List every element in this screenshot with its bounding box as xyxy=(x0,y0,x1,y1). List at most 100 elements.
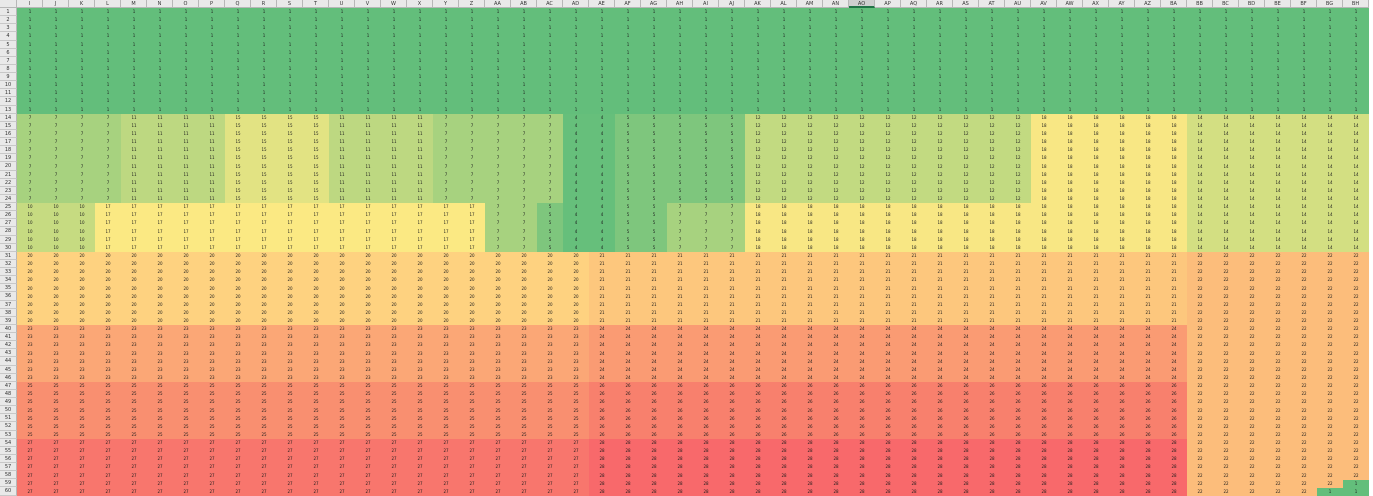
cell-ab45[interactable]: 23 xyxy=(511,365,537,374)
cell-ae9[interactable]: 1 xyxy=(589,73,615,82)
cell-av46[interactable]: 24 xyxy=(1031,374,1057,383)
cell-al52[interactable]: 26 xyxy=(771,422,797,431)
cell-bc42[interactable]: 22 xyxy=(1213,341,1239,350)
column-header-aa[interactable]: AA xyxy=(485,0,511,8)
cell-aq46[interactable]: 24 xyxy=(901,374,927,383)
cell-y28[interactable]: 17 xyxy=(433,227,459,236)
cell-ax17[interactable]: 18 xyxy=(1083,138,1109,147)
cell-ak43[interactable]: 24 xyxy=(745,349,771,358)
cell-o9[interactable]: 1 xyxy=(173,73,199,82)
cell-ah47[interactable]: 26 xyxy=(667,382,693,391)
cell-x35[interactable]: 20 xyxy=(407,284,433,293)
cell-ap2[interactable]: 1 xyxy=(875,16,901,25)
cell-bb33[interactable]: 22 xyxy=(1187,268,1213,277)
cell-x54[interactable]: 27 xyxy=(407,439,433,448)
cell-ai21[interactable]: 5 xyxy=(693,170,719,179)
cell-ac55[interactable]: 27 xyxy=(537,447,563,456)
cell-bb35[interactable]: 22 xyxy=(1187,284,1213,293)
cell-i35[interactable]: 20 xyxy=(17,284,43,293)
cell-r48[interactable]: 25 xyxy=(251,390,277,399)
cell-bg7[interactable]: 1 xyxy=(1317,56,1343,65)
cell-i52[interactable]: 25 xyxy=(17,422,43,431)
cell-ag15[interactable]: 5 xyxy=(641,121,667,130)
row-header-39[interactable]: 39 xyxy=(0,316,17,325)
cell-t16[interactable]: 15 xyxy=(303,130,329,139)
cell-an40[interactable]: 24 xyxy=(823,325,849,334)
cell-i33[interactable]: 20 xyxy=(17,268,43,277)
cell-ak45[interactable]: 24 xyxy=(745,365,771,374)
cell-an19[interactable]: 12 xyxy=(823,154,849,163)
cell-av3[interactable]: 1 xyxy=(1031,24,1057,33)
cell-z58[interactable]: 27 xyxy=(459,471,485,480)
cell-af12[interactable]: 1 xyxy=(615,97,641,106)
cell-af18[interactable]: 5 xyxy=(615,146,641,155)
column-header-be[interactable]: BE xyxy=(1265,0,1291,8)
cell-bd21[interactable]: 14 xyxy=(1239,170,1265,179)
cell-o16[interactable]: 11 xyxy=(173,130,199,139)
cell-x50[interactable]: 25 xyxy=(407,406,433,415)
cell-j23[interactable]: 7 xyxy=(43,186,69,196)
cell-ad26[interactable]: 4 xyxy=(563,211,589,220)
cell-ar29[interactable]: 18 xyxy=(927,235,953,244)
cell-am29[interactable]: 18 xyxy=(797,235,823,244)
cell-aq54[interactable]: 28 xyxy=(901,439,927,448)
cell-al6[interactable]: 1 xyxy=(771,48,797,57)
cell-ay45[interactable]: 24 xyxy=(1109,365,1135,374)
cell-v5[interactable]: 1 xyxy=(355,40,381,49)
cell-j2[interactable]: 1 xyxy=(43,16,69,25)
cell-t38[interactable]: 20 xyxy=(303,308,329,318)
cell-o47[interactable]: 25 xyxy=(173,382,199,391)
cell-i18[interactable]: 7 xyxy=(17,146,43,155)
cell-s58[interactable]: 27 xyxy=(277,471,303,480)
row-header-14[interactable]: 14 xyxy=(0,113,17,122)
cell-ay44[interactable]: 24 xyxy=(1109,357,1135,366)
cell-an42[interactable]: 24 xyxy=(823,341,849,350)
cell-p23[interactable]: 11 xyxy=(199,186,225,196)
cell-as29[interactable]: 18 xyxy=(953,235,979,244)
cell-ak59[interactable]: 28 xyxy=(745,479,771,488)
cell-af28[interactable]: 5 xyxy=(615,227,641,236)
cell-au7[interactable]: 1 xyxy=(1005,56,1031,65)
cell-au16[interactable]: 12 xyxy=(1005,130,1031,139)
cell-az8[interactable]: 1 xyxy=(1135,64,1161,74)
cell-as13[interactable]: 1 xyxy=(953,105,979,114)
cell-ba2[interactable]: 1 xyxy=(1161,16,1187,25)
cell-av31[interactable]: 21 xyxy=(1031,252,1057,261)
cell-r4[interactable]: 1 xyxy=(251,32,277,41)
cell-av32[interactable]: 21 xyxy=(1031,260,1057,269)
cell-ar45[interactable]: 24 xyxy=(927,365,953,374)
cell-az57[interactable]: 28 xyxy=(1135,463,1161,472)
cell-bf27[interactable]: 14 xyxy=(1291,219,1317,228)
cell-ad24[interactable]: 4 xyxy=(563,195,589,204)
cell-ab50[interactable]: 25 xyxy=(511,406,537,415)
cell-bf55[interactable]: 22 xyxy=(1291,447,1317,456)
cell-be33[interactable]: 22 xyxy=(1265,268,1291,277)
cell-al1[interactable]: 1 xyxy=(771,8,797,17)
cell-at42[interactable]: 24 xyxy=(979,341,1005,350)
cell-aw41[interactable]: 24 xyxy=(1057,333,1083,342)
cell-j16[interactable]: 7 xyxy=(43,130,69,139)
cell-bg46[interactable]: 22 xyxy=(1317,374,1343,383)
cell-az31[interactable]: 21 xyxy=(1135,252,1161,261)
cell-af21[interactable]: 5 xyxy=(615,170,641,179)
cell-ai38[interactable]: 21 xyxy=(693,308,719,318)
cell-az23[interactable]: 18 xyxy=(1135,186,1161,196)
cell-am1[interactable]: 1 xyxy=(797,8,823,17)
cell-w56[interactable]: 27 xyxy=(381,455,407,464)
cell-z10[interactable]: 1 xyxy=(459,81,485,90)
cell-ar9[interactable]: 1 xyxy=(927,73,953,82)
cell-z43[interactable]: 23 xyxy=(459,349,485,358)
cell-ab3[interactable]: 1 xyxy=(511,24,537,33)
cell-bb3[interactable]: 1 xyxy=(1187,24,1213,33)
cell-ar8[interactable]: 1 xyxy=(927,64,953,74)
cell-m27[interactable]: 17 xyxy=(121,219,147,228)
cell-ak60[interactable]: 28 xyxy=(745,487,771,496)
cell-az46[interactable]: 24 xyxy=(1135,374,1161,383)
cell-ac40[interactable]: 23 xyxy=(537,325,563,334)
cell-as47[interactable]: 26 xyxy=(953,382,979,391)
cell-bb19[interactable]: 14 xyxy=(1187,154,1213,163)
cell-az55[interactable]: 28 xyxy=(1135,447,1161,456)
cell-al9[interactable]: 1 xyxy=(771,73,797,82)
cell-au12[interactable]: 1 xyxy=(1005,97,1031,106)
cell-v6[interactable]: 1 xyxy=(355,48,381,57)
